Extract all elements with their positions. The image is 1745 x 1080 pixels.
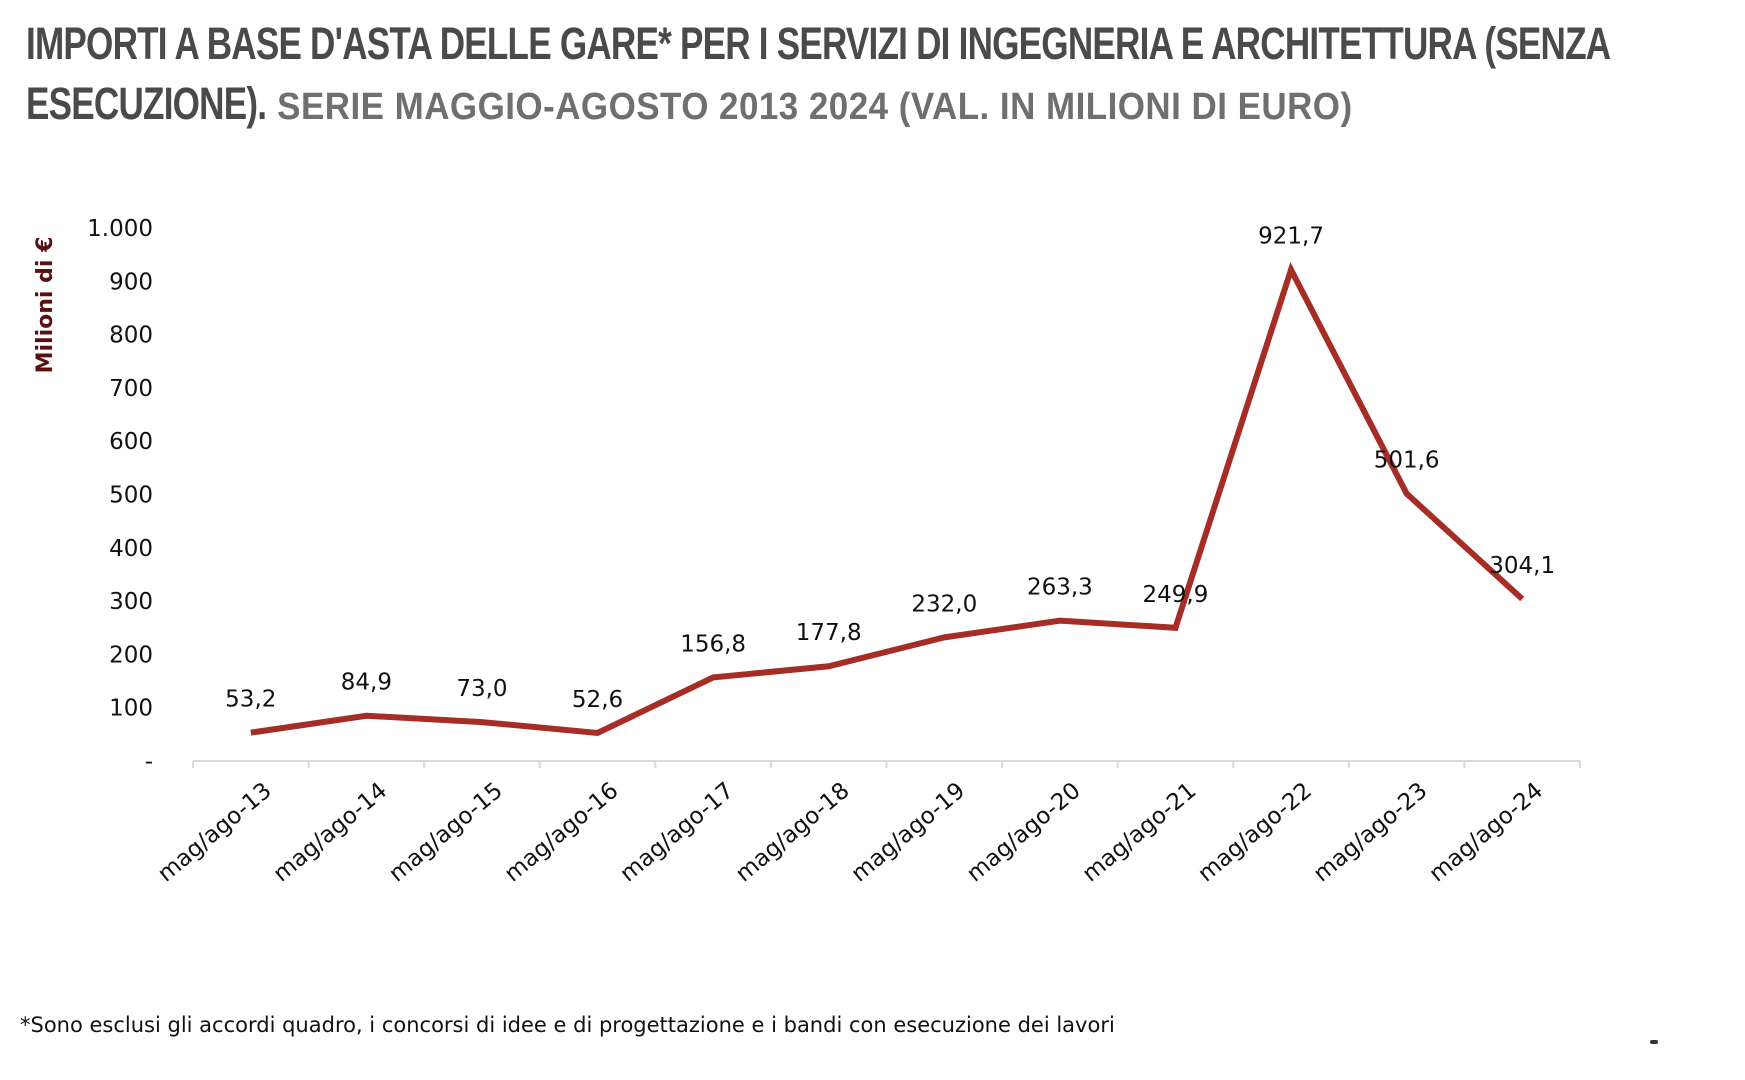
- data-label: 304,1: [1489, 553, 1555, 579]
- data-label: 501,6: [1374, 448, 1440, 474]
- footnote: *Sono esclusi gli accordi quadro, i conc…: [20, 1013, 1115, 1037]
- title-block: IMPORTI A BASE D'ASTA DELLE GARE* PER I …: [26, 14, 1726, 137]
- y-tick-label: 700: [109, 376, 153, 402]
- data-label: 53,2: [225, 687, 276, 713]
- data-label: 232,0: [911, 591, 977, 617]
- x-tick-label: mag/ago-19: [846, 778, 970, 888]
- y-tick-label: 1.000: [87, 216, 153, 242]
- x-tick-label: mag/ago-17: [615, 778, 739, 888]
- data-label: 263,3: [1027, 575, 1093, 601]
- data-label: 73,0: [456, 676, 507, 702]
- y-tick-label: 300: [109, 589, 153, 615]
- y-tick-label: -: [145, 749, 153, 775]
- series-line: [250, 261, 1525, 737]
- data-label: 249,9: [1143, 582, 1209, 608]
- data-label: 52,6: [572, 687, 623, 713]
- page-corner-mark: [1650, 1040, 1658, 1044]
- data-label: 84,9: [341, 670, 392, 696]
- chart-title-line-2: ESECUZIONE). SERIE MAGGIO-AGOSTO 2013 202…: [26, 74, 1352, 137]
- data-label: 921,7: [1258, 224, 1324, 250]
- x-tick-label: mag/ago-16: [500, 778, 624, 888]
- y-tick-label: 600: [109, 429, 153, 455]
- chart-subtitle: SERIE MAGGIO-AGOSTO 2013 2024 (VAL. IN M…: [277, 86, 1353, 128]
- x-tick-label: mag/ago-20: [962, 778, 1086, 888]
- y-tick-label: 400: [109, 536, 153, 562]
- y-tick-label: 200: [109, 642, 153, 668]
- x-tick-label: mag/ago-13: [153, 778, 277, 888]
- data-label: 177,8: [796, 620, 862, 646]
- x-tick-label: mag/ago-23: [1309, 778, 1433, 888]
- y-tick-label: 800: [109, 323, 153, 349]
- x-tick-label: mag/ago-18: [731, 778, 855, 888]
- x-tick-label: mag/ago-22: [1193, 778, 1317, 888]
- y-axis-label: Milioni di €: [33, 237, 58, 374]
- y-tick-label: 900: [109, 269, 153, 295]
- chart-title-line-1: IMPORTI A BASE D'ASTA DELLE GARE* PER I …: [26, 18, 1611, 69]
- data-label: 156,8: [680, 631, 746, 657]
- y-tick-label: 100: [109, 696, 153, 722]
- line-chart: Milioni di € - 100 200 300 400 500 600 700 800 900…: [33, 216, 1581, 888]
- x-tick-label: mag/ago-21: [1078, 778, 1202, 888]
- x-tick-label: mag/ago-14: [269, 778, 393, 888]
- y-tick-label: 500: [109, 483, 153, 509]
- x-tick-label: mag/ago-15: [384, 778, 508, 888]
- x-tick-label: mag/ago-24: [1424, 778, 1548, 888]
- chart-title-continuation: ESECUZIONE).: [26, 78, 267, 129]
